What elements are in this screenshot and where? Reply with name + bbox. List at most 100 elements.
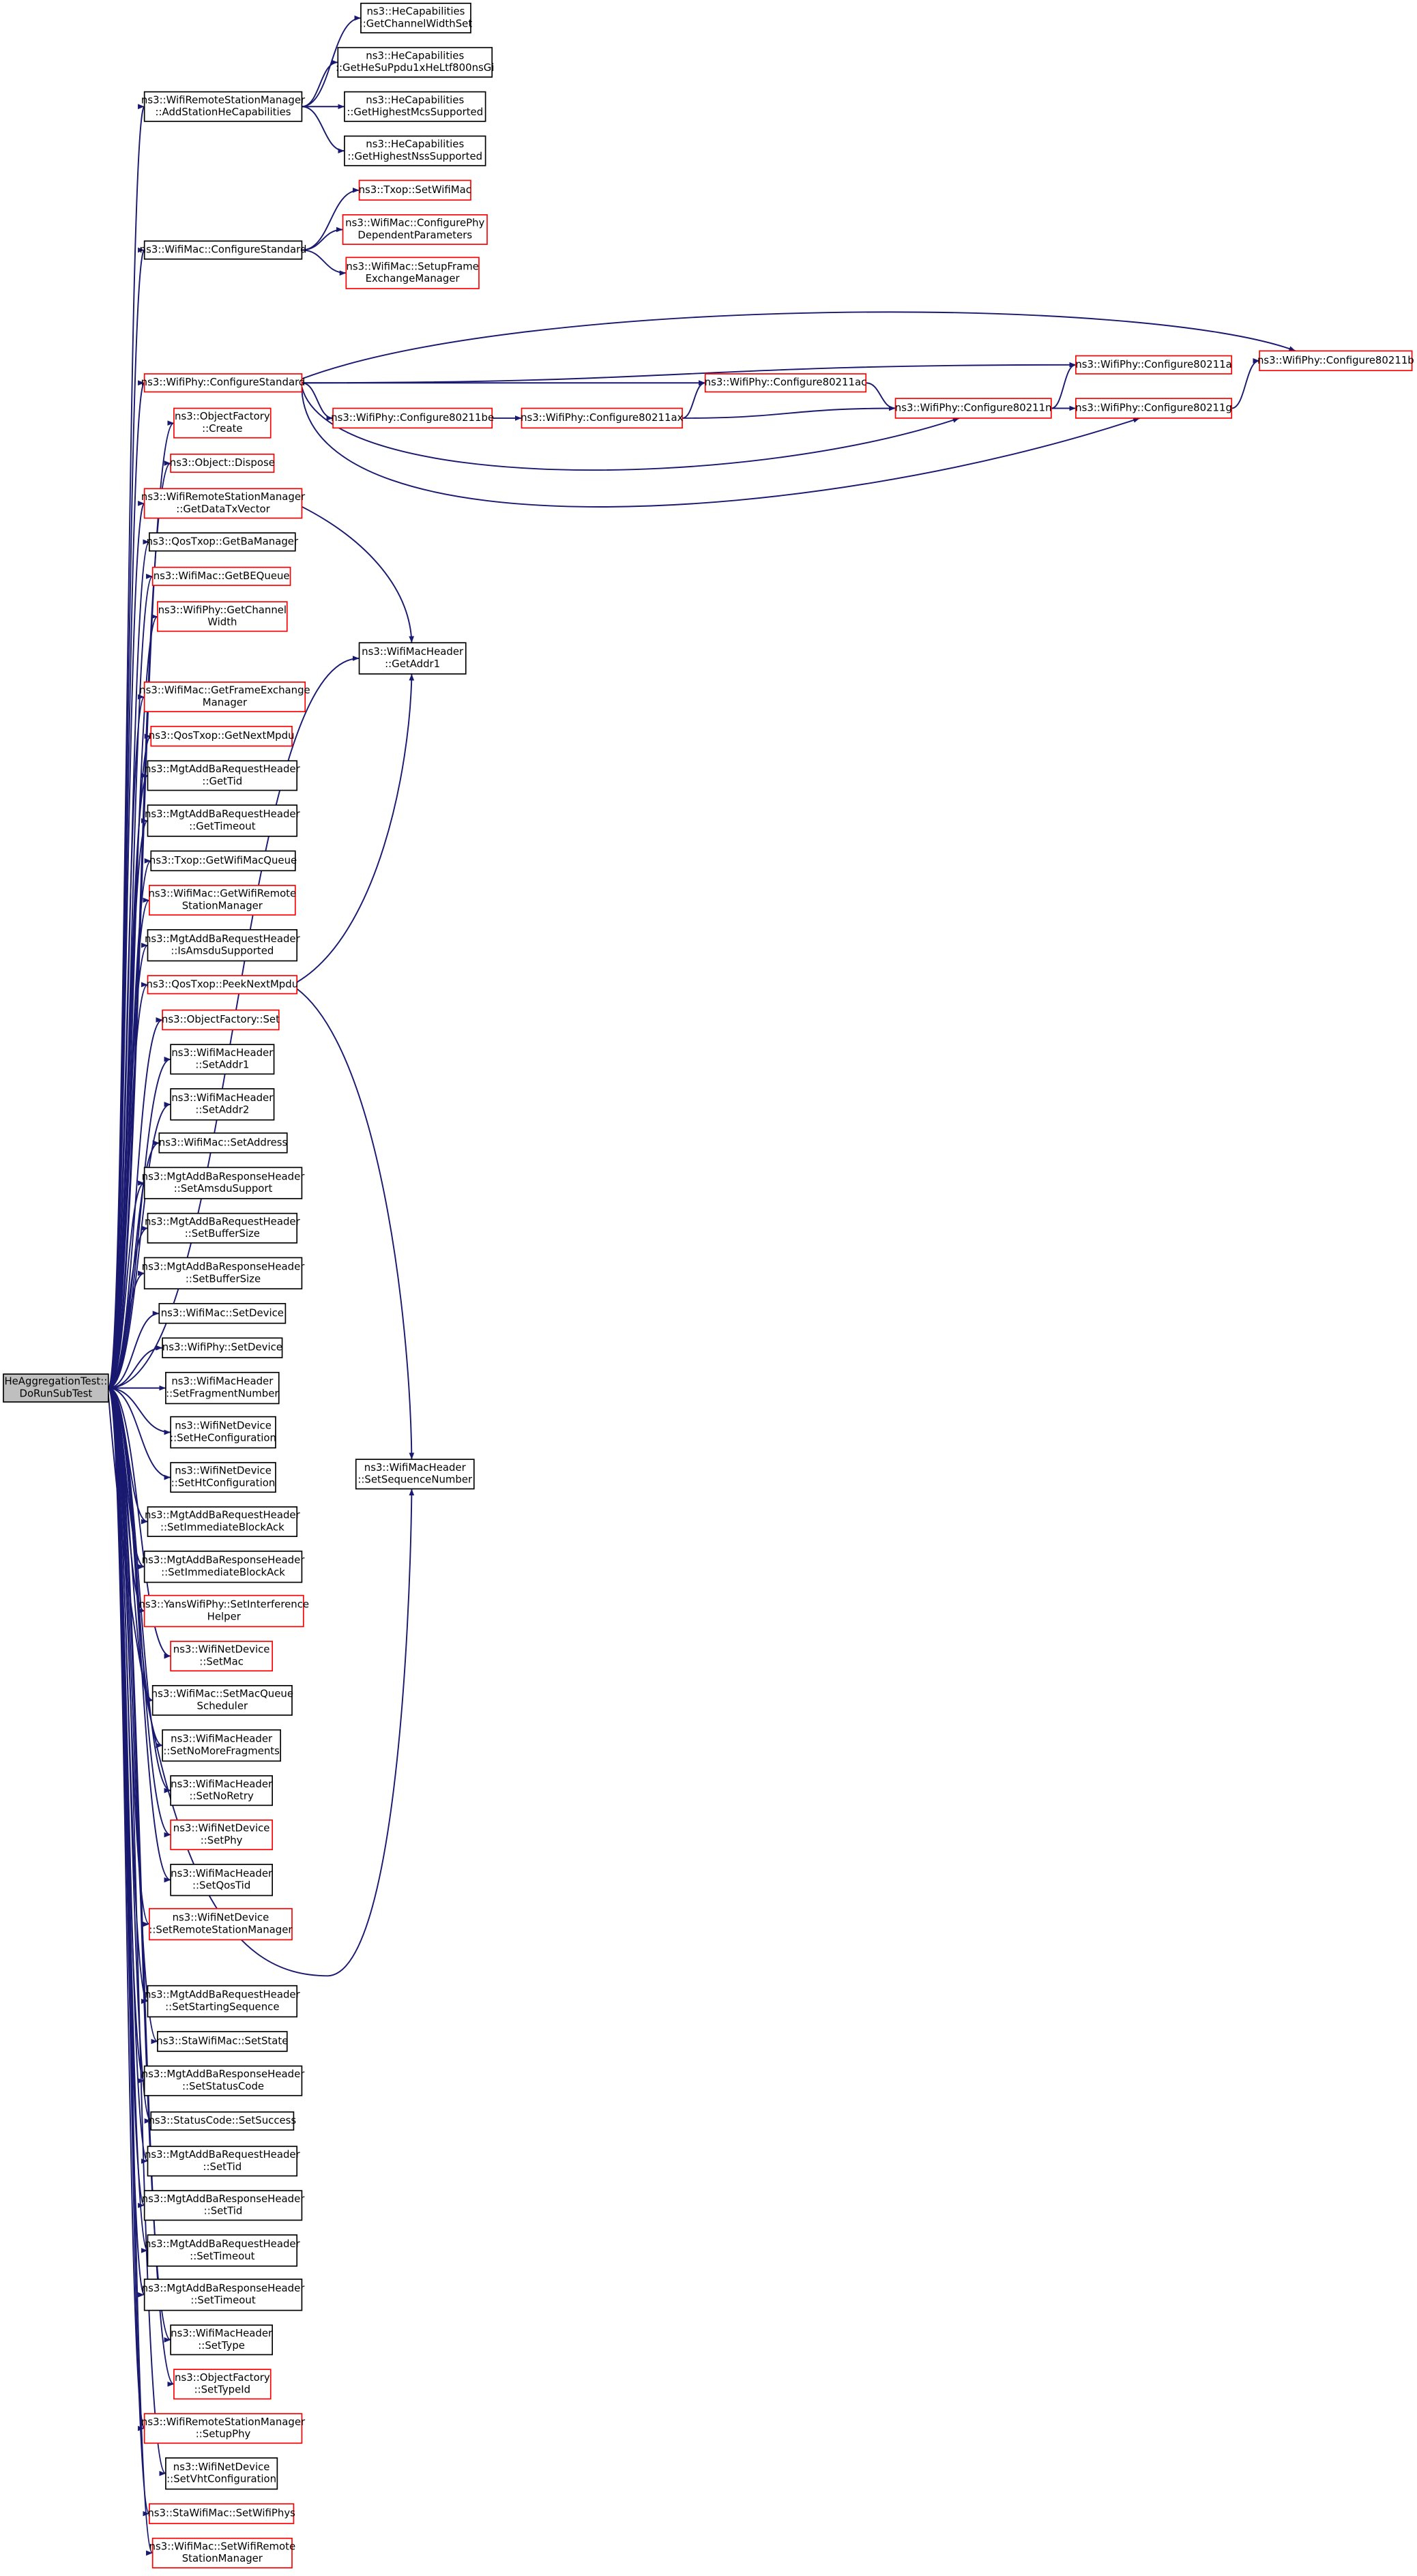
node-label: ::SetAddr1 — [195, 1059, 249, 1071]
function-node — [165, 1371, 280, 1405]
node-label: ns3::WifiMacHeader — [362, 645, 464, 658]
function-node — [147, 928, 298, 962]
node-label: ns3::ObjectFactory — [175, 410, 270, 422]
node-label: ns3::MgtAddBaRequestHeader — [145, 2238, 301, 2250]
call-edge — [108, 1387, 171, 1480]
node-label: DependentParameters — [357, 229, 472, 241]
node-label: StationManager — [182, 899, 263, 911]
function-node — [170, 1416, 276, 1449]
function-node — [143, 2190, 303, 2221]
node-label: ns3::MgtAddBaRequestHeader — [145, 808, 301, 820]
node-label: ::SetTypeId — [194, 2384, 251, 2396]
node-label: ::GetHeSuPpdu1xHeLtf800nsGi — [336, 61, 494, 74]
node-label: ::SetVhtConfiguration — [166, 2473, 276, 2485]
node-label: ns3::WifiNetDevice — [175, 1465, 272, 1477]
function-node — [147, 760, 298, 791]
node-label: ::SetImmediateBlockAck — [161, 1566, 285, 1578]
node-label: Manager — [203, 696, 248, 708]
call-edge — [301, 506, 414, 643]
node-label: ns3::WifiRemoteStationManager — [141, 2416, 306, 2428]
function-node — [149, 1907, 293, 1941]
call-edge — [296, 988, 415, 1460]
node-label: ns3::QosTxop::GetNextMpdu — [149, 729, 295, 742]
node-label: ExchangeManager — [366, 272, 461, 284]
function-node — [342, 214, 488, 245]
call-edge — [107, 1387, 152, 2124]
function-node — [147, 804, 298, 837]
function-node — [143, 240, 303, 260]
node-label: ns3::WifiMac::SetWifiRemote — [149, 2540, 296, 2552]
node-label: ns3::WifiMac::GetFrameExchange — [139, 684, 310, 697]
function-node — [165, 2457, 278, 2490]
node-label: ns3::Txop::SetWifiMac — [359, 184, 471, 196]
function-node — [143, 1594, 304, 1628]
function-node — [147, 1985, 298, 2018]
function-node — [143, 1167, 303, 1199]
call-edge — [301, 390, 1140, 508]
node-label: ns3::MgtAddBaRequestHeader — [145, 763, 301, 775]
call-edge — [302, 59, 338, 108]
function-node — [170, 1775, 273, 1806]
call-edge — [302, 362, 1076, 384]
function-node — [170, 1044, 275, 1075]
node-label: ::SetBufferSize — [185, 1227, 260, 1240]
call-edge — [682, 405, 896, 419]
function-node — [521, 407, 683, 429]
node-label: ::SetAddr2 — [195, 1104, 249, 1116]
call-edge — [107, 1387, 154, 2556]
node-label: ns3::MgtAddBaRequestHeader — [145, 933, 301, 945]
function-node — [162, 1009, 280, 1031]
node-label: ns3::WifiMac::GetWifiRemote — [148, 888, 296, 900]
function-node — [143, 1257, 303, 1290]
call-edge — [108, 1270, 145, 1389]
node-label: ns3::WifiNetDevice — [173, 1822, 270, 1834]
node-label: ns3::StatusCode::SetSuccess — [148, 2114, 296, 2126]
call-edge — [1051, 362, 1077, 409]
function-node — [170, 2324, 273, 2356]
node-label: HeAggregationTest:: — [4, 1375, 107, 1388]
node-label: ns3::MgtAddBaRequestHeader — [145, 2148, 301, 2161]
call-edge — [108, 1102, 171, 1389]
function-node — [170, 1462, 276, 1493]
node-label: ns3::WifiMac::SetAddress — [159, 1136, 288, 1148]
call-edge — [107, 1387, 166, 2476]
node-label: ns3::StaWifiMac::SetState — [156, 2034, 288, 2047]
node-label: ::GetDataTxVector — [176, 503, 270, 515]
function-node — [157, 2031, 288, 2052]
function-node — [345, 257, 480, 289]
function-node — [894, 398, 1052, 419]
node-label: ns3::WifiNetDevice — [173, 2461, 270, 2473]
call-edge — [302, 226, 343, 251]
function-node — [158, 1302, 287, 1324]
node-label: ns3::WifiMac::ConfigureStandard — [140, 244, 307, 256]
function-node — [143, 2279, 303, 2311]
function-node — [170, 1819, 273, 1851]
function-node — [360, 2, 471, 33]
root-node — [3, 1373, 109, 1403]
node-label: ::SetupPhy — [196, 2428, 251, 2440]
function-node — [158, 1132, 288, 1154]
node-label: ns3::WifiMacHeader — [171, 1778, 273, 1790]
function-node — [143, 2065, 303, 2096]
node-label: ns3::MgtAddBaRequestHeader — [145, 1989, 301, 2001]
function-node — [149, 532, 296, 552]
call-edge — [302, 106, 345, 153]
function-node — [162, 1729, 282, 1762]
node-label: ns3::MgtAddBaResponseHeader — [142, 1554, 306, 1566]
function-node — [337, 46, 493, 78]
function-node — [170, 453, 275, 473]
node-label: ::SetTid — [204, 2205, 243, 2217]
call-edge — [107, 818, 149, 1389]
node-label: ::SetRemoteStationManager — [149, 1923, 293, 1935]
node-label: ns3::MgtAddBaResponseHeader — [142, 2193, 306, 2205]
function-node — [1075, 355, 1233, 375]
node-label: ns3::WifiMac::ConfigurePhy — [345, 217, 484, 229]
node-label: ns3::WifiRemoteStationManager — [141, 491, 306, 503]
function-node — [150, 850, 296, 872]
call-edge — [296, 673, 415, 983]
node-label: ns3::WifiPhy::Configure80211a — [1075, 358, 1231, 370]
node-label: ns3::WifiMac::SetDevice — [161, 1306, 284, 1319]
call-edge — [107, 1393, 415, 1977]
node-label: ::SetPhy — [201, 1834, 243, 1846]
node-label: ns3::WifiPhy::Configure80211ac — [705, 376, 867, 388]
